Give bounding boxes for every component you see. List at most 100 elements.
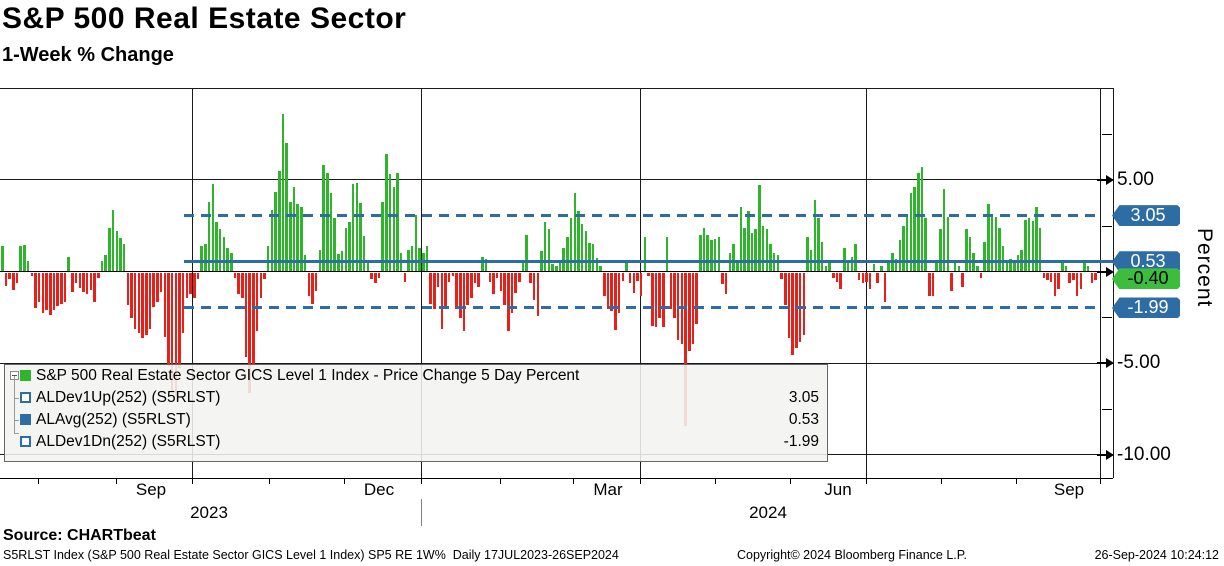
bar	[167, 272, 170, 366]
year-divider-line	[421, 499, 422, 526]
bar	[658, 272, 661, 319]
bar	[89, 272, 93, 290]
bar	[392, 187, 396, 272]
bar	[662, 272, 665, 328]
bar	[994, 216, 998, 272]
bar	[503, 272, 506, 306]
legend-row-devdn[interactable]: ALDev1Dn(252) (S5RLST) -1.99	[5, 431, 827, 453]
bar	[736, 260, 739, 272]
bar	[130, 272, 133, 319]
bar	[181, 272, 185, 333]
bar	[857, 272, 861, 280]
bar	[894, 258, 898, 272]
bar	[835, 272, 839, 282]
x-year-label: 2024	[749, 503, 787, 522]
bar	[673, 272, 676, 319]
bar	[928, 272, 931, 297]
zero-axis-line	[0, 271, 1100, 272]
bar	[211, 183, 215, 272]
bar	[521, 260, 525, 272]
bar	[780, 272, 783, 279]
bar	[159, 272, 163, 292]
bar	[902, 225, 905, 272]
source-label: Source: CHARTbeat	[3, 527, 156, 544]
bar	[462, 272, 466, 332]
bar	[588, 243, 591, 272]
bar	[632, 272, 636, 293]
bar	[418, 247, 421, 272]
bar	[115, 231, 118, 272]
bar	[403, 272, 407, 282]
bar	[699, 234, 702, 272]
bar	[676, 272, 680, 341]
bar	[133, 272, 137, 330]
blue-swatch-icon	[20, 414, 31, 425]
bar	[758, 185, 761, 272]
bar	[414, 214, 418, 272]
bar	[953, 260, 957, 272]
bar	[49, 272, 52, 315]
bar	[765, 229, 769, 272]
bar	[710, 240, 713, 272]
bar	[237, 272, 240, 295]
bar	[108, 228, 111, 272]
legend-label: ALAvg(252) (S5RLST)	[36, 411, 191, 428]
bar	[56, 272, 59, 307]
bar	[577, 211, 580, 272]
bar	[314, 272, 318, 291]
bar	[987, 203, 990, 272]
bar	[289, 201, 292, 272]
bar	[1001, 245, 1005, 272]
bar	[846, 260, 850, 272]
bar	[621, 272, 625, 281]
legend-value: -1.99	[783, 433, 819, 450]
bar	[377, 272, 381, 278]
bar	[370, 272, 373, 279]
bar	[507, 272, 510, 332]
legend-row-devup[interactable]: ALDev1Up(252) (S5RLST) 3.05	[5, 387, 827, 409]
bar	[484, 258, 488, 272]
bar	[196, 272, 200, 279]
bar	[802, 272, 805, 335]
bar	[1090, 272, 1094, 284]
bar	[104, 255, 107, 272]
bar	[558, 262, 562, 272]
bar	[455, 272, 458, 310]
bar	[1046, 272, 1049, 280]
bar	[193, 272, 196, 299]
legend-row-avg[interactable]: ALAvg(252) (S5RLST) 0.53	[5, 409, 827, 431]
bar	[684, 272, 687, 427]
bar	[628, 272, 632, 284]
bar	[333, 218, 336, 272]
bar	[702, 227, 706, 272]
bar	[935, 262, 938, 272]
bar	[226, 247, 229, 272]
bar	[603, 272, 606, 297]
bar	[429, 272, 432, 304]
bar	[296, 203, 299, 272]
bar	[15, 272, 19, 284]
axis-arrow-icon	[1106, 358, 1114, 369]
bar	[119, 237, 122, 272]
bar	[917, 172, 920, 272]
y-axis-title: Percent	[1193, 228, 1216, 308]
x-month-label: Jun	[824, 480, 852, 499]
bar	[536, 272, 540, 317]
legend-row-price[interactable]: S&P 500 Real Estate Sector GICS Level 1 …	[5, 365, 827, 387]
bar	[976, 266, 979, 272]
bar	[617, 272, 621, 313]
bar	[93, 272, 96, 302]
bar	[396, 172, 399, 272]
bar	[163, 272, 167, 337]
bar	[252, 272, 255, 365]
bar	[909, 192, 913, 272]
bar	[366, 262, 370, 272]
bar	[1035, 207, 1038, 272]
dashed-swatch-icon	[20, 436, 31, 447]
bar	[344, 227, 347, 272]
bar	[1005, 260, 1009, 272]
bar	[71, 272, 74, 292]
bar	[639, 272, 643, 297]
y-tick-label: 5.00	[1117, 168, 1154, 190]
bar	[584, 231, 588, 272]
